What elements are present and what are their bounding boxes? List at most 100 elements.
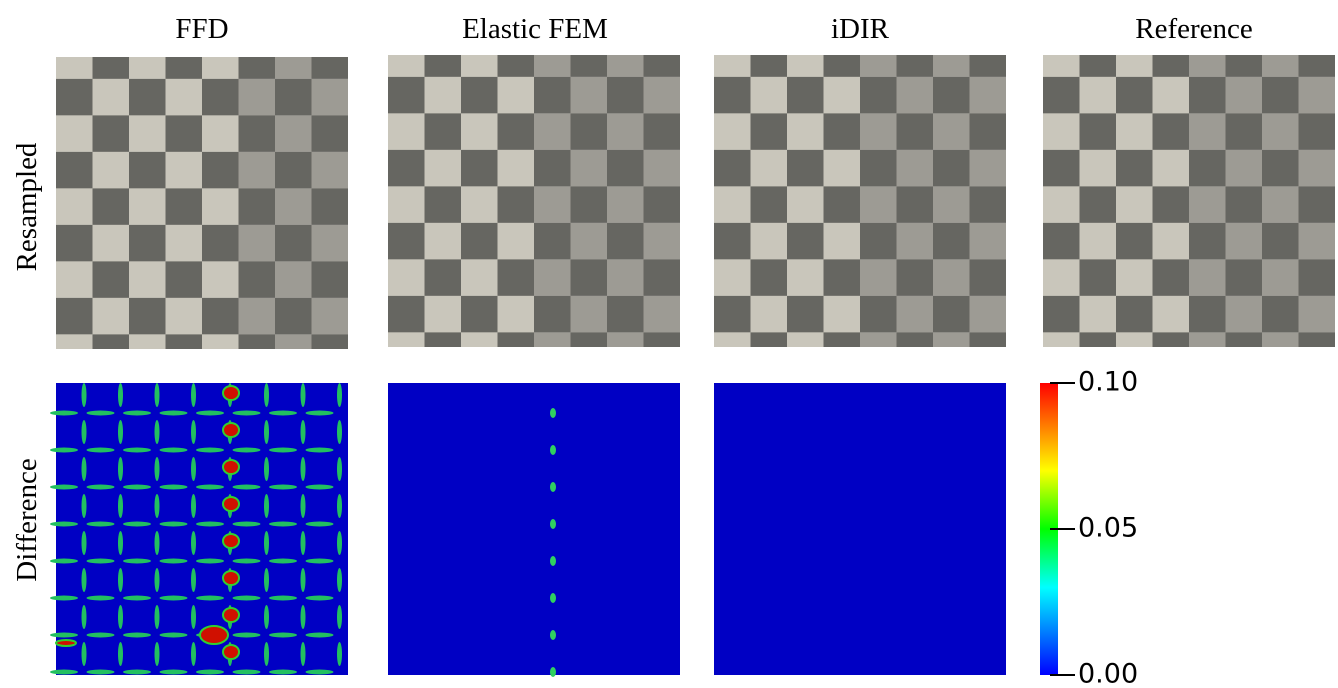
error-blob bbox=[550, 667, 556, 677]
error-blob bbox=[191, 605, 196, 629]
error-blob bbox=[123, 596, 151, 601]
checker-cell bbox=[425, 332, 462, 347]
error-blob bbox=[118, 568, 123, 592]
checker-cell bbox=[1116, 296, 1153, 333]
error-blob bbox=[301, 531, 306, 555]
error-blob bbox=[301, 457, 306, 481]
error-blob bbox=[264, 568, 269, 592]
checker-cell bbox=[129, 298, 166, 335]
difference-bg bbox=[388, 383, 680, 675]
checker-cell bbox=[824, 113, 861, 149]
error-blob bbox=[233, 596, 261, 601]
error-blob bbox=[87, 485, 115, 490]
error-blob bbox=[196, 670, 224, 675]
checker-cell bbox=[1153, 113, 1190, 149]
checker-cell bbox=[93, 115, 130, 151]
checker-cell bbox=[275, 225, 312, 262]
error-blob bbox=[123, 559, 151, 564]
checker-cell bbox=[571, 150, 608, 187]
error-blob bbox=[223, 645, 239, 659]
checker-cell bbox=[897, 332, 934, 347]
checker-cell bbox=[93, 152, 130, 189]
row-label: Resampled bbox=[11, 142, 43, 271]
error-blob bbox=[337, 642, 342, 666]
checker-cell bbox=[1189, 77, 1226, 114]
checker-cell bbox=[1080, 296, 1117, 333]
checker-cell bbox=[239, 298, 276, 335]
checker-cell bbox=[1080, 223, 1117, 260]
checker-cell bbox=[461, 150, 498, 187]
checker-cell bbox=[461, 55, 498, 77]
checker-cell bbox=[897, 77, 934, 114]
colorbar-label: 0.05 bbox=[1078, 513, 1138, 544]
checker-cell bbox=[388, 77, 425, 114]
checker-cell bbox=[751, 77, 788, 114]
checker-cell bbox=[644, 296, 681, 333]
checker-cell bbox=[93, 334, 130, 349]
checker-cell bbox=[1299, 186, 1336, 223]
error-blob bbox=[160, 596, 188, 601]
error-blob bbox=[191, 383, 196, 407]
checker-cell bbox=[388, 296, 425, 333]
checker-cell bbox=[166, 57, 203, 79]
checker-cell bbox=[1043, 296, 1080, 333]
error-blob bbox=[233, 411, 261, 416]
checker-cell bbox=[1262, 186, 1299, 223]
checker-cell bbox=[1080, 77, 1117, 114]
error-blob bbox=[306, 522, 334, 527]
error-blob bbox=[50, 596, 78, 601]
checker-cell bbox=[571, 77, 608, 114]
error-blob bbox=[160, 448, 188, 453]
checker-cell bbox=[56, 261, 93, 298]
checker-cell bbox=[129, 152, 166, 189]
checker-cell bbox=[970, 77, 1007, 114]
checker-cell bbox=[824, 186, 861, 223]
column-title: iDIR bbox=[831, 13, 890, 45]
error-blob bbox=[191, 457, 196, 481]
checker-cell bbox=[1116, 186, 1153, 223]
error-blob bbox=[160, 411, 188, 416]
checker-cell bbox=[970, 296, 1007, 333]
checker-cell bbox=[498, 296, 535, 333]
checker-cell bbox=[897, 55, 934, 77]
checker-cell bbox=[312, 188, 349, 225]
checker-cell bbox=[239, 152, 276, 189]
error-blob bbox=[191, 420, 196, 444]
checker-cell bbox=[93, 57, 130, 79]
error-blob bbox=[337, 494, 342, 518]
checker-cell bbox=[56, 152, 93, 189]
checker-cell bbox=[897, 223, 934, 260]
checker-cell bbox=[1043, 259, 1080, 296]
checker-cell bbox=[860, 223, 897, 260]
error-blob bbox=[301, 494, 306, 518]
checker-cell bbox=[714, 296, 751, 333]
checker-cell bbox=[1153, 77, 1190, 114]
error-blob bbox=[269, 485, 297, 490]
error-blob bbox=[50, 559, 78, 564]
error-blob bbox=[306, 485, 334, 490]
checker-cell bbox=[534, 259, 571, 296]
checker-cell bbox=[1080, 150, 1117, 187]
error-blob bbox=[264, 457, 269, 481]
checker-cell bbox=[534, 223, 571, 260]
checker-cell bbox=[787, 113, 824, 149]
checker-cell bbox=[275, 261, 312, 298]
checker-cell bbox=[1262, 296, 1299, 333]
error-blob bbox=[550, 482, 556, 492]
error-blob bbox=[301, 383, 306, 407]
checker-cell bbox=[388, 186, 425, 223]
column-title: Elastic FEM bbox=[462, 13, 608, 45]
checker-cell bbox=[1116, 223, 1153, 260]
error-blob bbox=[118, 457, 123, 481]
checker-cell bbox=[751, 186, 788, 223]
error-blob bbox=[82, 383, 87, 407]
checker-cell bbox=[933, 296, 970, 333]
error-blob bbox=[233, 522, 261, 527]
checker-cell bbox=[1116, 113, 1153, 149]
checker-cell bbox=[461, 77, 498, 114]
error-blob bbox=[82, 420, 87, 444]
error-blob bbox=[301, 605, 306, 629]
error-blob bbox=[191, 494, 196, 518]
checker-cell bbox=[275, 79, 312, 116]
error-blob bbox=[50, 633, 78, 638]
